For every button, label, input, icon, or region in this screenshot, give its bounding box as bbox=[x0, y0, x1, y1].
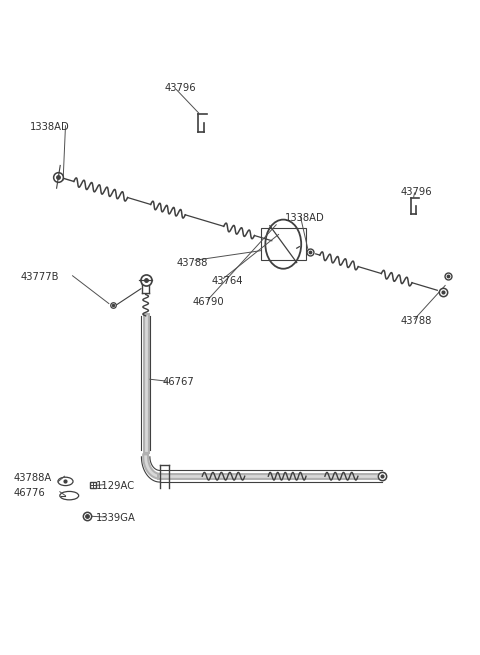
Text: 1339GA: 1339GA bbox=[96, 514, 136, 523]
Text: 46790: 46790 bbox=[193, 297, 225, 307]
Text: 43788: 43788 bbox=[176, 258, 208, 268]
Text: 43764: 43764 bbox=[212, 276, 243, 286]
Text: 43796: 43796 bbox=[400, 187, 432, 196]
Text: 43796: 43796 bbox=[165, 83, 196, 93]
Text: 43788A: 43788A bbox=[13, 472, 52, 483]
Text: 46767: 46767 bbox=[162, 377, 194, 388]
Text: 1338AD: 1338AD bbox=[285, 213, 324, 223]
Text: 46776: 46776 bbox=[13, 488, 45, 498]
Text: 43788: 43788 bbox=[400, 316, 432, 326]
Text: 1129AC: 1129AC bbox=[96, 481, 135, 491]
Text: 1338AD: 1338AD bbox=[30, 122, 70, 132]
Text: 43777B: 43777B bbox=[21, 272, 59, 282]
